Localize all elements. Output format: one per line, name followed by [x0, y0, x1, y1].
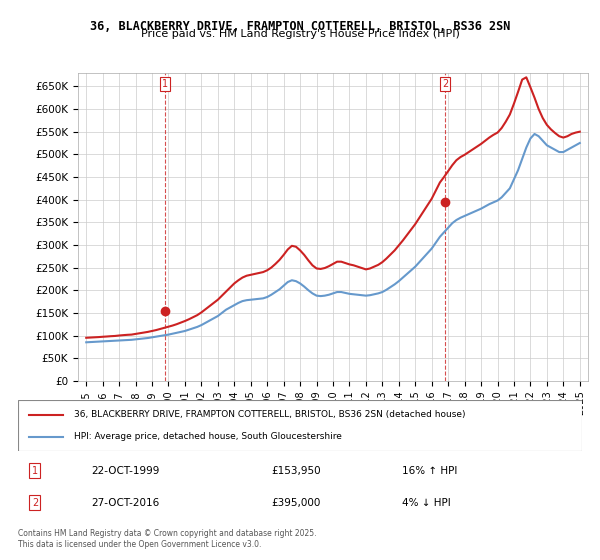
Text: 16% ↑ HPI: 16% ↑ HPI [401, 465, 457, 475]
Text: 2: 2 [32, 498, 38, 508]
Text: £395,000: £395,000 [272, 498, 321, 508]
Text: Price paid vs. HM Land Registry's House Price Index (HPI): Price paid vs. HM Land Registry's House … [140, 29, 460, 39]
FancyBboxPatch shape [18, 400, 582, 451]
Text: Contains HM Land Registry data © Crown copyright and database right 2025.
This d: Contains HM Land Registry data © Crown c… [18, 529, 317, 549]
Text: 36, BLACKBERRY DRIVE, FRAMPTON COTTERELL, BRISTOL, BS36 2SN (detached house): 36, BLACKBERRY DRIVE, FRAMPTON COTTERELL… [74, 410, 466, 419]
Text: 22-OCT-1999: 22-OCT-1999 [91, 465, 160, 475]
Text: HPI: Average price, detached house, South Gloucestershire: HPI: Average price, detached house, Sout… [74, 432, 342, 441]
Text: 2: 2 [442, 78, 448, 88]
Text: 4% ↓ HPI: 4% ↓ HPI [401, 498, 450, 508]
Text: £153,950: £153,950 [272, 465, 322, 475]
Text: 27-OCT-2016: 27-OCT-2016 [91, 498, 160, 508]
Text: 1: 1 [162, 78, 168, 88]
Text: 1: 1 [32, 465, 38, 475]
Text: 36, BLACKBERRY DRIVE, FRAMPTON COTTERELL, BRISTOL, BS36 2SN: 36, BLACKBERRY DRIVE, FRAMPTON COTTERELL… [90, 20, 510, 32]
